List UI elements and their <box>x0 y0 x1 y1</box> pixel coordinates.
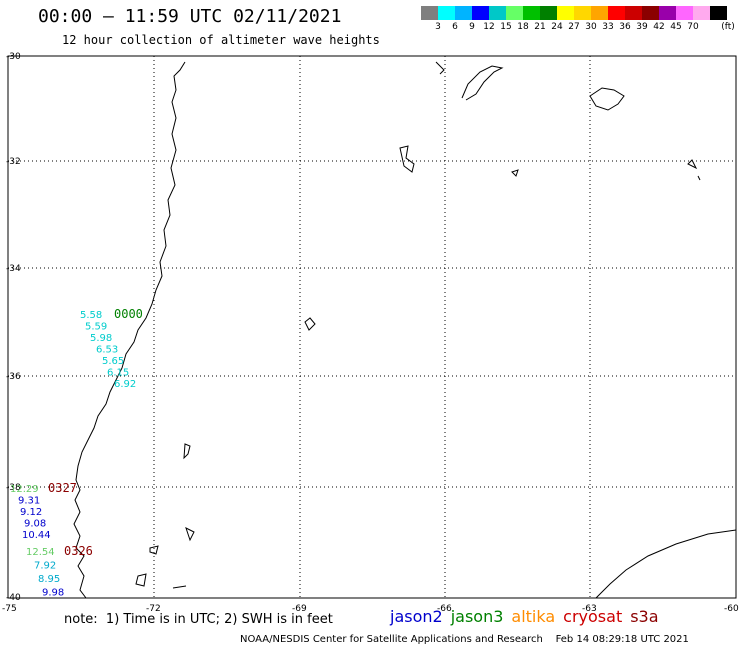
coastline <box>73 61 737 599</box>
legend-tick-label: 70 <box>687 22 699 32</box>
track-time-label: 0326 <box>64 544 93 558</box>
swh-value: 6.92 <box>114 379 136 390</box>
satellite-cryosat: cryosat <box>563 607 623 626</box>
swh-value: 9.12 <box>20 507 42 518</box>
legend-tick-label: 18 <box>517 22 529 32</box>
swh-value: 12.54 <box>26 547 55 558</box>
lat-label: -30 <box>6 52 21 62</box>
track-time-label: 0000 <box>114 307 143 321</box>
legend-swatch <box>642 6 659 20</box>
swh-value: 9.08 <box>24 519 46 530</box>
legend-swatch <box>421 6 438 20</box>
lon-label: -66 <box>437 604 452 614</box>
lon-label: -75 <box>2 604 17 614</box>
map-subtitle: 12 hour collection of altimeter wave hei… <box>62 33 380 47</box>
legend-tick-label: 45 <box>670 22 682 32</box>
island-south-3 <box>135 573 147 587</box>
legend-swatch <box>625 6 642 20</box>
legend-tick-label: 6 <box>452 22 458 32</box>
legend-swatch <box>523 6 540 20</box>
longitude-labels: -75 -72 -69 -66 -63 -60 <box>2 604 739 614</box>
lon-label: -72 <box>146 604 161 614</box>
island-south-4 <box>172 585 187 589</box>
track-time-label: 0327 <box>48 481 77 495</box>
lat-label: -34 <box>6 264 21 274</box>
lat-label: -38 <box>6 483 21 493</box>
legend-tick-label: 27 <box>568 22 580 32</box>
legend-unit-label: (ft) <box>721 22 735 32</box>
falklands-north-coast <box>435 61 504 101</box>
graticule <box>8 56 736 598</box>
satellite-s3a: s3a <box>630 607 659 626</box>
legend-swatch <box>659 6 676 20</box>
legend-swatch <box>574 6 591 20</box>
swh-value: 5.58 <box>80 310 102 321</box>
latitude-labels: -30 -32 -34 -36 -38 -40 <box>6 52 21 603</box>
chile-coastline <box>73 61 186 599</box>
satellite-legend: jason2 jason3 altika cryosat s3a <box>390 607 667 626</box>
legend-tick-label: 30 <box>585 22 597 32</box>
swh-value: 9.98 <box>42 588 64 599</box>
map-frame <box>7 55 737 599</box>
lat-label: -32 <box>6 157 21 167</box>
island-south-1 <box>183 443 191 460</box>
island-far-east <box>687 159 701 181</box>
legend-swatch <box>472 6 489 20</box>
lat-label: -40 <box>6 593 21 603</box>
legend-tick-label: 42 <box>653 22 665 32</box>
legend-swatch <box>676 6 693 20</box>
lat-label: -36 <box>6 372 21 382</box>
island-small <box>511 169 519 177</box>
legend-tick-label: 39 <box>636 22 648 32</box>
swh-value: 7.92 <box>34 561 56 572</box>
lon-label: -63 <box>582 604 597 614</box>
satellite-altika: altika <box>511 607 556 626</box>
swh-value: 5.65 <box>102 356 124 367</box>
legend-swatch <box>608 6 625 20</box>
satellite-jason2: jason2 <box>390 607 443 626</box>
footnote: note: 1) Time is in UTC; 2) SWH is in fe… <box>64 612 333 627</box>
legend-swatch <box>710 6 727 20</box>
legend-tick-label: 3 <box>435 22 441 32</box>
credit-line: NOAA/NESDIS Center for Satellite Applica… <box>240 634 689 645</box>
legend-tick-label: 12 <box>483 22 495 32</box>
legend-tick-label: 15 <box>500 22 512 32</box>
legend-swatch <box>591 6 608 20</box>
swh-value: 8.95 <box>38 574 60 585</box>
legend-tick-label: 36 <box>619 22 631 32</box>
wave-height-legend-bar <box>421 6 727 20</box>
island-large-east <box>589 87 625 111</box>
lon-label: -60 <box>724 604 739 614</box>
lon-label: -69 <box>292 604 307 614</box>
legend-tick-label: 24 <box>551 22 563 32</box>
swh-value: 12.29 <box>10 484 39 495</box>
swh-value: 9.31 <box>18 496 40 507</box>
island-south-2 <box>149 545 159 555</box>
island-south-5 <box>185 527 195 542</box>
map-title: 00:00 – 11:59 UTC 02/11/2021 <box>38 6 342 27</box>
legend-swatch <box>557 6 574 20</box>
legend-swatch <box>540 6 557 20</box>
satellite-jason3: jason3 <box>450 607 504 626</box>
swh-value: 6.15 <box>107 368 129 379</box>
legend-swatch <box>506 6 523 20</box>
island-west <box>399 145 415 173</box>
swh-value: 10.44 <box>22 530 51 541</box>
swh-value: 5.59 <box>85 322 107 333</box>
swh-value: 5.98 <box>90 333 112 344</box>
island-robinson-crusoe <box>304 317 316 331</box>
legend-swatch <box>438 6 455 20</box>
altimeter-tracks: 0000 5.585.595.986.535.656.156.92 0327 12.2… <box>10 307 143 599</box>
legend-tick-label: 33 <box>602 22 614 32</box>
swh-value: 6.53 <box>96 345 118 356</box>
legend-swatch <box>693 6 710 20</box>
legend-swatch <box>455 6 472 20</box>
legend-tick-label: 21 <box>534 22 546 32</box>
wave-height-legend-ticks: 3 6 9 12 15 18 21 24 27 30 33 36 39 42 45 70 (ft) <box>421 22 739 34</box>
legend-tick-label: 9 <box>469 22 475 32</box>
legend-swatch <box>489 6 506 20</box>
coast-southeast <box>595 529 737 599</box>
